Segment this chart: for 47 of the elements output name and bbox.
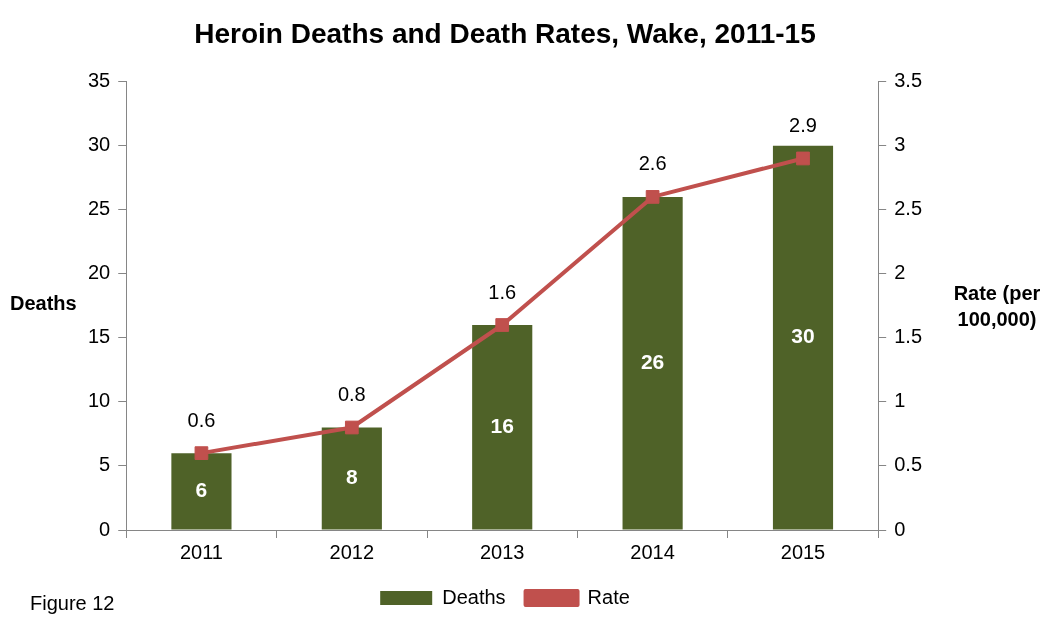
y2-tick-label: 2.5 [894,197,923,220]
legend-label: Rate [587,585,630,608]
bar [622,196,683,530]
y-tick-label: 0 [99,517,111,540]
y2-tick-label: 1 [894,389,906,412]
x-tick-label: 2013 [479,540,525,563]
x-tick-label: 2011 [179,540,223,563]
data-label: 8 [345,465,358,489]
data-label: 0.8 [337,383,366,406]
point [194,446,209,460]
y-tick-label: 20 [88,261,111,284]
data-label: 0.6 [187,408,216,431]
data-label: 26 [640,350,665,373]
data-label: 30 [791,324,815,348]
point [796,151,810,166]
data-label: 2.9 [789,113,817,136]
x-tick-label: 2015 [780,540,826,563]
y-tick-label: 10 [88,389,111,412]
bar [171,453,232,530]
y-tick-label: 5 [99,453,111,476]
y2-tick-label: 0 [894,517,906,540]
y2-tick-label: 1.5 [894,325,923,348]
point [645,190,660,204]
legend-label: Deaths [442,585,506,608]
y2-tick-label: 0.5 [894,453,923,476]
data-label: 2.6 [638,152,667,175]
bar [321,427,382,530]
y-tick-label: 15 [88,325,111,348]
y-tick-label: 30 [88,133,111,156]
y-tick-label: 35 [88,69,111,92]
point [495,318,510,332]
y-tick-label: 25 [88,197,111,220]
data-label: 16 [490,414,514,438]
x-tick-label: 2012 [329,540,375,563]
y-axis-title: Deaths [10,292,77,315]
bar [472,325,533,530]
y2-axis-title: Rate (per 100,000) [952,281,1042,332]
data-label: 1.6 [488,280,517,303]
y2-tick-label: 2 [894,261,906,284]
y2-tick-label: 3.5 [894,69,923,92]
bar [772,145,834,530]
point [344,420,359,435]
chart-title: Heroin Deaths and Death Rates, Wake, 2011-15 [194,17,816,49]
data-label: 6 [195,478,208,502]
x-tick-label: 2014 [630,540,675,563]
caption: Figure 12 [30,592,115,615]
y2-tick-label: 3 [894,133,906,156]
